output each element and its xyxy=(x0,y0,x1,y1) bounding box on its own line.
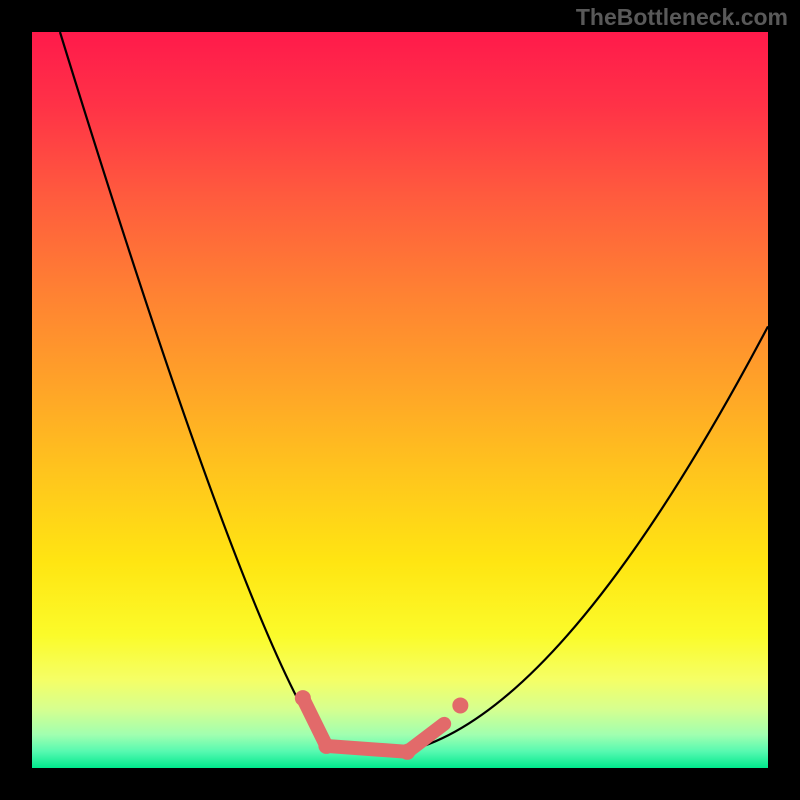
bottleneck-chart xyxy=(32,32,768,768)
optimal-range-dot xyxy=(399,744,415,760)
optimal-range-dot xyxy=(318,738,334,754)
chart-background xyxy=(32,32,768,768)
chart-frame xyxy=(32,32,768,768)
optimal-range-dot xyxy=(295,690,311,706)
optimal-range-dot xyxy=(452,697,468,713)
optimal-range-segment xyxy=(326,746,407,752)
watermark-text: TheBottleneck.com xyxy=(576,4,788,31)
